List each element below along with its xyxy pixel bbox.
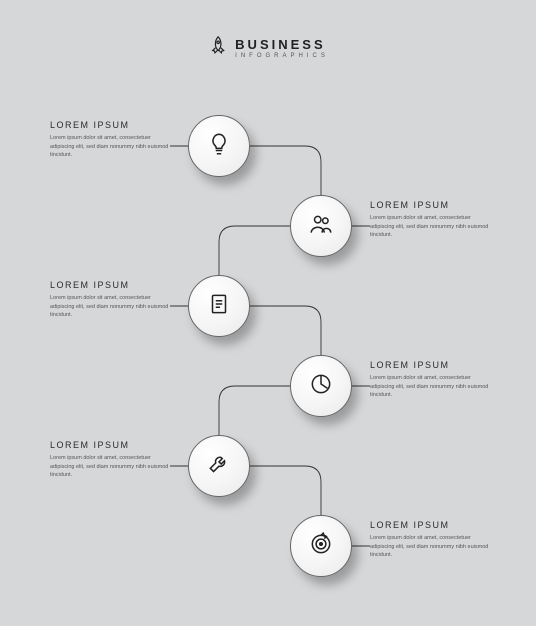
step-body: Lorem ipsum dolor sit amet, consectetuer… xyxy=(50,294,170,320)
step-body: Lorem ipsum dolor sit amet, consectetuer… xyxy=(50,454,170,480)
step-text-6: LOREM IPSUM Lorem ipsum dolor sit amet, … xyxy=(370,520,490,560)
step-node-2 xyxy=(290,195,352,257)
step-title: LOREM IPSUM xyxy=(50,120,170,130)
step-body: Lorem ipsum dolor sit amet, consectetuer… xyxy=(370,214,490,240)
step-title: LOREM IPSUM xyxy=(50,280,170,290)
step-node-5 xyxy=(188,435,250,497)
people-icon xyxy=(308,211,334,242)
step-node-6 xyxy=(290,515,352,577)
bulb-icon xyxy=(206,131,232,162)
step-text-4: LOREM IPSUM Lorem ipsum dolor sit amet, … xyxy=(370,360,490,400)
wrench-icon xyxy=(206,451,232,482)
step-body: Lorem ipsum dolor sit amet, consectetuer… xyxy=(370,534,490,560)
step-node-4 xyxy=(290,355,352,417)
step-node-3 xyxy=(188,275,250,337)
target-icon xyxy=(308,531,334,562)
step-text-2: LOREM IPSUM Lorem ipsum dolor sit amet, … xyxy=(370,200,490,240)
step-node-1 xyxy=(188,115,250,177)
step-title: LOREM IPSUM xyxy=(50,440,170,450)
doc-icon xyxy=(206,291,232,322)
step-title: LOREM IPSUM xyxy=(370,200,490,210)
step-body: Lorem ipsum dolor sit amet, consectetuer… xyxy=(50,134,170,160)
step-title: LOREM IPSUM xyxy=(370,520,490,530)
step-title: LOREM IPSUM xyxy=(370,360,490,370)
step-text-1: LOREM IPSUM Lorem ipsum dolor sit amet, … xyxy=(50,120,170,160)
step-text-3: LOREM IPSUM Lorem ipsum dolor sit amet, … xyxy=(50,280,170,320)
pie-icon xyxy=(308,371,334,402)
step-body: Lorem ipsum dolor sit amet, consectetuer… xyxy=(370,374,490,400)
step-text-5: LOREM IPSUM Lorem ipsum dolor sit amet, … xyxy=(50,440,170,480)
